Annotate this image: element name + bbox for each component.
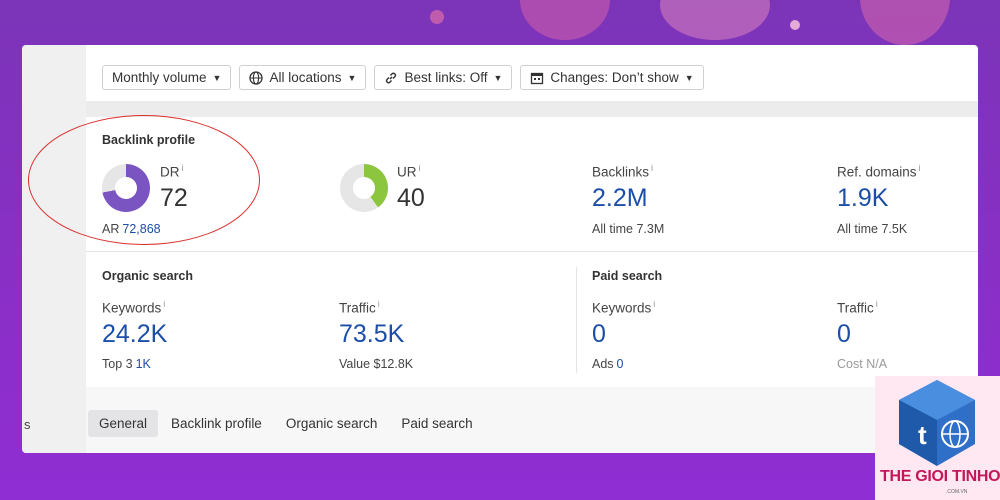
tab-paid-search[interactable]: Paid search bbox=[401, 416, 473, 431]
ads-link[interactable]: 0 bbox=[616, 357, 624, 371]
changes-dropdown[interactable]: Changes: Don’t show ▼ bbox=[520, 65, 704, 90]
ur-donut-chart bbox=[340, 164, 388, 212]
tab-backlink-profile[interactable]: Backlink profile bbox=[171, 416, 262, 431]
tab-general[interactable]: General bbox=[88, 410, 159, 437]
tab-organic-search[interactable]: Organic search bbox=[285, 416, 378, 431]
ref-domains-label: Ref. domains i bbox=[837, 163, 921, 180]
calendar-icon bbox=[531, 72, 544, 84]
backlink-profile-title: Backlink profile bbox=[102, 133, 196, 147]
organic-search-title: Organic search bbox=[102, 269, 194, 283]
globe-icon bbox=[249, 70, 264, 85]
info-icon[interactable]: i bbox=[418, 163, 421, 173]
changes-label: Changes: Don’t show bbox=[550, 70, 679, 85]
report-tabs: General Backlink profile Organic search … bbox=[88, 410, 484, 437]
ads-row: Ads 0 bbox=[592, 357, 624, 371]
side-strip bbox=[22, 45, 86, 453]
backlinks-value[interactable]: 2.2M bbox=[592, 184, 648, 212]
svg-text:t: t bbox=[918, 420, 927, 450]
info-icon[interactable]: i bbox=[653, 299, 656, 309]
best-links-dropdown[interactable]: Best links: Off ▼ bbox=[374, 65, 513, 90]
dr-label: DR i bbox=[160, 163, 184, 180]
column-divider bbox=[576, 267, 577, 373]
backlinks-label: Backlinks i bbox=[592, 163, 654, 180]
info-icon[interactable]: i bbox=[651, 163, 654, 173]
organic-traffic-value[interactable]: 73.5K bbox=[339, 320, 405, 348]
caret-down-icon: ▼ bbox=[347, 72, 357, 83]
info-icon[interactable]: i bbox=[181, 163, 184, 173]
organic-traffic-label: Traffic i bbox=[339, 299, 380, 316]
backlinks-all-time: All time 7.3M bbox=[592, 222, 665, 236]
cost-row: Cost N/A bbox=[837, 357, 888, 371]
ref-domains-all-time: All time 7.5K bbox=[837, 222, 908, 236]
paid-keywords-label: Keywords i bbox=[592, 299, 656, 316]
monthly-volume-label: Monthly volume bbox=[112, 70, 207, 85]
caret-down-icon: ▼ bbox=[212, 72, 222, 83]
caret-down-icon: ▼ bbox=[493, 72, 503, 83]
side-text: s bbox=[24, 417, 31, 432]
dr-value: 72 bbox=[160, 184, 188, 212]
top3-row: Top 3 1K bbox=[102, 357, 151, 371]
traffic-value-row: Value $12.8K bbox=[339, 357, 414, 371]
info-icon[interactable]: i bbox=[918, 163, 921, 173]
paid-search-title: Paid search bbox=[592, 269, 663, 283]
watermark-domain: .COM.VN bbox=[946, 489, 968, 495]
background-decoration bbox=[0, 0, 1000, 46]
ar-value-link[interactable]: 72,868 bbox=[122, 222, 161, 236]
top3-link[interactable]: 1K bbox=[135, 357, 151, 371]
brand-logo-icon: t bbox=[899, 380, 975, 466]
paid-traffic-value[interactable]: 0 bbox=[837, 320, 851, 348]
divider-bar bbox=[86, 101, 978, 117]
ref-domains-value[interactable]: 1.9K bbox=[837, 184, 889, 212]
dr-donut-chart bbox=[102, 164, 150, 212]
tabs-background bbox=[86, 387, 978, 453]
caret-down-icon: ▼ bbox=[684, 72, 694, 83]
organic-keywords-value[interactable]: 24.2K bbox=[102, 320, 168, 348]
section-divider bbox=[86, 251, 978, 252]
locations-label: All locations bbox=[269, 70, 342, 85]
info-icon[interactable]: i bbox=[377, 299, 380, 309]
ur-label: UR i bbox=[397, 163, 421, 180]
info-icon[interactable]: i bbox=[163, 299, 166, 309]
monthly-volume-dropdown[interactable]: Monthly volume ▼ bbox=[102, 65, 232, 90]
paid-traffic-label: Traffic i bbox=[837, 299, 878, 316]
link-icon bbox=[386, 72, 397, 83]
paid-keywords-value[interactable]: 0 bbox=[592, 320, 606, 348]
locations-dropdown[interactable]: All locations ▼ bbox=[239, 65, 367, 90]
filter-toolbar: Monthly volume ▼ All locations ▼ Best li… bbox=[102, 65, 704, 90]
overview-panel: s Monthly volume ▼ All locations ▼ Best … bbox=[22, 45, 978, 453]
ur-value: 40 bbox=[397, 184, 425, 212]
watermark-text: THE GIOI TINHOC bbox=[880, 468, 1000, 485]
info-icon[interactable]: i bbox=[875, 299, 878, 309]
ar-row: AR 72,868 bbox=[102, 222, 161, 236]
best-links-label: Best links: Off bbox=[404, 70, 488, 85]
organic-keywords-label: Keywords i bbox=[102, 299, 166, 316]
